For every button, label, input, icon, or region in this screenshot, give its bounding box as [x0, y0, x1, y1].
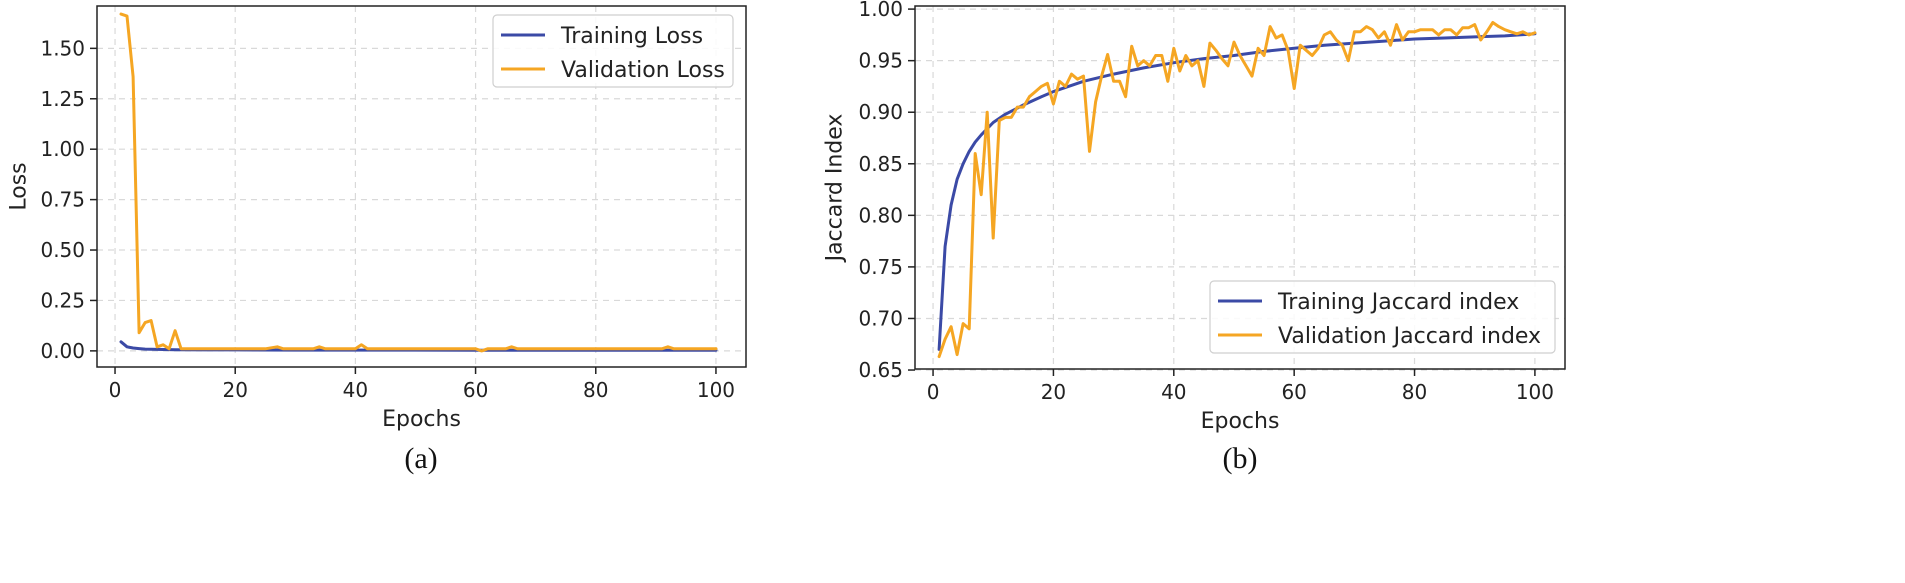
- plot-frame: [96, 5, 747, 368]
- y-tick-label: 0.00: [40, 339, 85, 363]
- x-tick-label: 20: [1041, 380, 1066, 404]
- y-tick-label: 0.50: [40, 238, 85, 262]
- series-line-validation-jaccard-index: [937, 21, 1537, 359]
- y-axis-label: Jaccard Index: [823, 114, 848, 264]
- y-tick-label: 0.80: [858, 203, 903, 227]
- x-axis-label: Epochs: [1201, 409, 1280, 434]
- legend-label: Validation Loss: [561, 58, 725, 83]
- x-tick-label: 20: [222, 378, 247, 402]
- x-axis-label: Epochs: [382, 407, 461, 432]
- legend-label: Training Loss: [560, 24, 703, 49]
- x-tick-label: 40: [1161, 380, 1186, 404]
- legend: Training Jaccard index Validation Jaccard…: [1209, 280, 1556, 354]
- y-tick-label: 0.90: [858, 100, 903, 124]
- x-tick-label: 100: [1516, 380, 1554, 404]
- y-tick-label: 0.70: [858, 306, 903, 330]
- chart-panel-a: 0 20 40 60 80 100 0.00 0.25 0.50 0.75 1.00 1.25 1.50…: [7, 5, 747, 475]
- x-tick-label: 100: [697, 378, 735, 402]
- series-line-validation-loss: [119, 12, 718, 353]
- legend-label: Validation Jaccard index: [1278, 324, 1541, 349]
- x-tick-label: 0: [109, 378, 122, 402]
- panel-caption: (a): [404, 442, 437, 475]
- y-tick-label: 0.75: [858, 255, 903, 279]
- legend-label: Training Jaccard index: [1277, 290, 1519, 315]
- legend-box: [1209, 280, 1556, 354]
- series-line-training-jaccard-index: [937, 32, 1537, 351]
- y-tick-label: 0.65: [858, 358, 903, 382]
- y-tick-label: 1.25: [40, 87, 85, 111]
- x-tick-label: 80: [1402, 380, 1427, 404]
- legend: Training Loss Validation Loss: [492, 14, 734, 88]
- legend-box: [492, 14, 734, 88]
- x-tick-label: 0: [927, 380, 940, 404]
- y-tick-label: 1.00: [40, 137, 85, 161]
- x-tick-label: 80: [583, 378, 608, 402]
- y-tick-label: 1.00: [858, 0, 903, 21]
- y-tick-label: 0.95: [858, 49, 903, 73]
- y-tick-label: 0.85: [858, 152, 903, 176]
- x-tick-label: 60: [1281, 380, 1306, 404]
- x-tick-label: 60: [463, 378, 488, 402]
- chart-panel-b: 0 20 40 60 80 100 0.65 0.70 0.75 0.80 0.85 0.90 0.95…: [823, 0, 1566, 475]
- y-tick-label: 0.25: [40, 288, 85, 312]
- x-tick-label: 40: [343, 378, 368, 402]
- y-tick-label: 0.75: [40, 188, 85, 212]
- plot-frame: [914, 5, 1566, 370]
- y-tick-label: 1.50: [40, 36, 85, 60]
- panel-caption: (b): [1223, 442, 1258, 475]
- y-axis-label: Loss: [7, 162, 32, 210]
